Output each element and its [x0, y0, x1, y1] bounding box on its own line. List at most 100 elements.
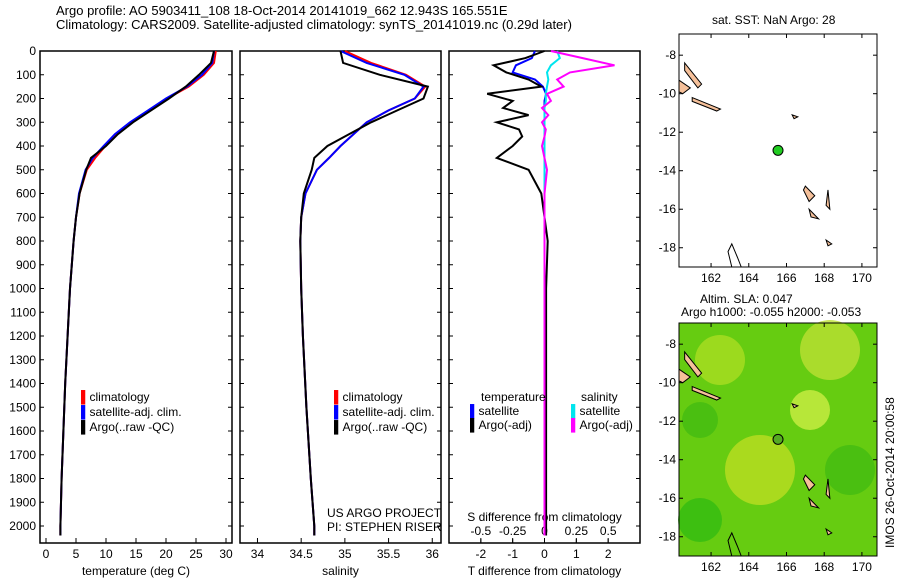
- x-tick-label: 20: [159, 547, 173, 561]
- sla-map: 162 164 166 168 170 -8 -10 -12 -14 -16 -18: [659, 320, 878, 574]
- legend-sat-s: ▌satellite-adj. clim.: [334, 405, 435, 419]
- island: [825, 189, 831, 211]
- x-tick-label: 35.5: [377, 547, 401, 561]
- sla-map-frame: [678, 322, 878, 557]
- x-tick-label: 0: [541, 547, 548, 561]
- island: [802, 185, 816, 203]
- diff-legend-s-sat: ▌satellite: [571, 404, 621, 418]
- imos-side-label: IMOS 26-Oct-2014 20:00:58: [883, 397, 897, 548]
- diff-legend-t-sat: ▌satellite: [470, 404, 520, 418]
- y-tick-label: 1300: [9, 353, 36, 367]
- diff-legend-t-argo: ▌Argo(-adj): [470, 418, 532, 432]
- s-tick-label: -0.25: [499, 524, 527, 538]
- island: [691, 385, 722, 401]
- x-tick-label: 1: [573, 547, 580, 561]
- y-tick-label: 800: [16, 234, 36, 248]
- y-tick-label: 100: [16, 68, 36, 82]
- sla-anomaly-blob: [695, 335, 745, 385]
- y-tick-label: 500: [16, 163, 36, 177]
- sla-anomaly-blob: [825, 445, 875, 495]
- lon-tick-label: 166: [776, 271, 796, 285]
- y-tick-label: 1600: [9, 424, 36, 438]
- annotation-pi: PI: STEPHEN RISER: [327, 520, 442, 534]
- s-tick-label: 0.5: [600, 524, 617, 538]
- title-line1: Argo profile: AO 5903411_108 18-Oct-2014…: [56, 3, 508, 18]
- y-tick-label: 1900: [9, 495, 36, 509]
- island: [808, 207, 821, 220]
- y-tick-label: 1800: [9, 472, 36, 486]
- island: [684, 61, 703, 89]
- y-tick-label: 1100: [10, 305, 36, 319]
- y-tick-label: 1500: [9, 400, 36, 414]
- y-tick-label: 900: [16, 258, 36, 272]
- lon-tick-label: 164: [739, 271, 759, 285]
- y-tick-label: 300: [16, 115, 36, 129]
- series-satellite-adj-clim-: [299, 50, 425, 536]
- lat-tick-label: -8: [665, 48, 676, 62]
- sla-anomaly-blob: [678, 498, 722, 542]
- series-salinity-argo-adj-: [540, 50, 615, 536]
- y-tick-label: 1700: [9, 448, 36, 462]
- y-tick-label: 600: [16, 187, 36, 201]
- x-tick-label: -2: [475, 547, 486, 561]
- series-satellite-adj-clim-: [59, 50, 215, 536]
- lat-tick-label: -10: [659, 87, 677, 101]
- lat-tick-label: -14: [659, 453, 677, 467]
- sst-map-frame: [678, 33, 878, 268]
- sla-title2: Argo h1000: -0.055 h2000: -0.053: [681, 305, 862, 319]
- s-tick-label: 0.25: [565, 524, 589, 538]
- new-caledonia-outline: [727, 242, 742, 268]
- island: [808, 496, 821, 509]
- island: [825, 238, 833, 247]
- sla-anomaly-blob: [800, 320, 860, 380]
- lon-tick-label: 164: [739, 560, 759, 574]
- island: [791, 114, 800, 120]
- x-tick-label: 36: [426, 547, 440, 561]
- x-tick-label: 35: [338, 547, 352, 561]
- x-tick-label: 15: [129, 547, 143, 561]
- x-axis-label: temperature (deg C): [82, 564, 190, 578]
- legend-clim-s: ▌climatology: [334, 390, 403, 404]
- lat-tick-label: -10: [659, 376, 677, 390]
- series-temperature-satellite: [511, 50, 548, 536]
- lon-tick-label: 168: [814, 560, 834, 574]
- x-tick-label: 0: [43, 547, 50, 561]
- diff-legend-temperature: temperature: [481, 390, 546, 404]
- x-axis-label: T difference from climatology: [468, 564, 622, 578]
- x-axis-label: salinity: [322, 564, 359, 578]
- series-argo-raw-qc-: [299, 50, 430, 536]
- y-tick-label: 1200: [9, 329, 36, 343]
- annotation-project: US ARGO PROJECT: [327, 506, 442, 520]
- lon-tick-label: 170: [852, 271, 872, 285]
- diff-legend-s-argo: ▌Argo(-adj): [571, 418, 633, 432]
- legend-argo-s: ▌Argo(..raw -QC): [334, 420, 428, 434]
- legend-sat: ▌satellite-adj. clim.: [81, 405, 182, 419]
- series-climatology: [299, 50, 427, 536]
- y-tick-label: 1000: [9, 282, 36, 296]
- sla-anomaly-blob: [725, 435, 795, 505]
- x-tick-label: 30: [219, 547, 233, 561]
- island: [825, 478, 831, 500]
- lon-tick-label: 166: [776, 560, 796, 574]
- island: [825, 527, 833, 536]
- x-tick-label: 5: [73, 547, 80, 561]
- island: [691, 96, 722, 112]
- y-tick-label: 400: [16, 139, 36, 153]
- island: [802, 474, 816, 492]
- y-tick-label: 0: [29, 44, 36, 58]
- series-climatology: [59, 50, 217, 536]
- argo-float-marker: [772, 144, 784, 156]
- plot-frame-salinity: [239, 50, 442, 544]
- x-tick-label: 25: [189, 547, 203, 561]
- y-tick-label: 700: [16, 210, 36, 224]
- lat-tick-label: -8: [665, 337, 676, 351]
- y-tick-label: 200: [16, 92, 36, 106]
- lat-tick-label: -16: [659, 491, 677, 505]
- lat-tick-label: -12: [659, 414, 677, 428]
- lat-tick-label: -18: [659, 530, 677, 544]
- title-line2: Climatology: CARS2009. Satellite-adjuste…: [56, 17, 572, 32]
- x-tick-label: 34.5: [289, 547, 313, 561]
- sst-map-title: sat. SST: NaN Argo: 28: [712, 13, 836, 27]
- series-temperature-argo-adj-: [486, 50, 549, 536]
